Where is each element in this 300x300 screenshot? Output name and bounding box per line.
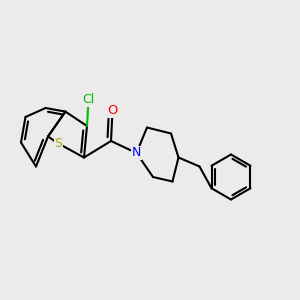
- Text: N: N: [132, 146, 141, 160]
- Text: Cl: Cl: [82, 93, 94, 106]
- Text: O: O: [107, 104, 118, 118]
- Text: S: S: [54, 137, 62, 150]
